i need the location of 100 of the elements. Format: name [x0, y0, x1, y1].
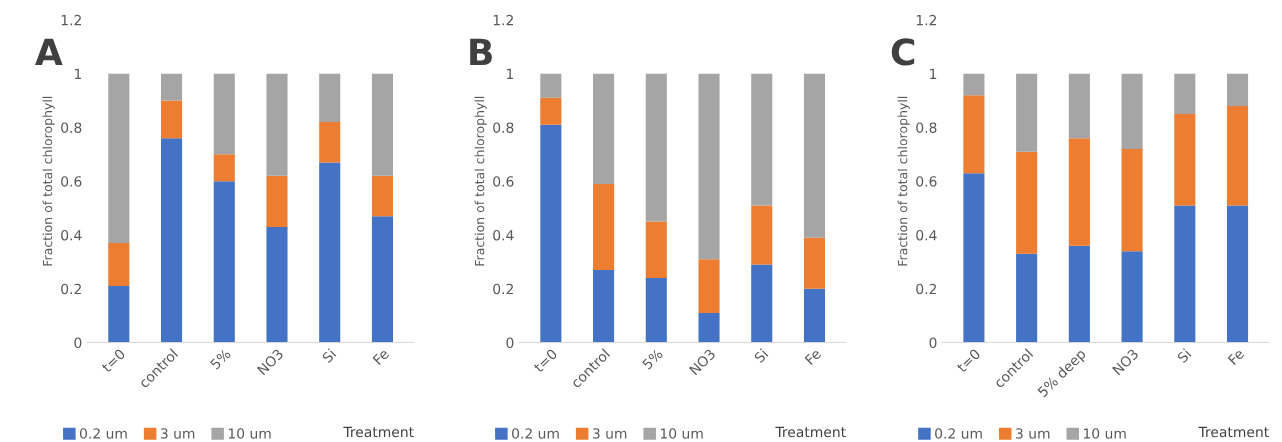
x-axis-title: Treatment — [775, 426, 846, 438]
y-tick-label: 0.2 — [61, 283, 81, 295]
legend-label: 3 um — [592, 428, 627, 439]
bar — [540, 124, 562, 343]
legend-label: 10 um — [228, 428, 271, 439]
y-tick-label: 1.2 — [916, 14, 937, 26]
x-axis-title: Treatment — [1198, 426, 1269, 438]
x-tick-label: Fe — [372, 348, 390, 366]
bar — [540, 73, 562, 98]
bar — [266, 175, 288, 227]
bar — [160, 73, 183, 101]
bar — [1121, 148, 1143, 252]
x-tick-label: t=0 — [956, 348, 981, 374]
bar — [698, 312, 720, 343]
bar — [645, 73, 667, 222]
y-tick-label: 0.8 — [493, 122, 514, 133]
bar — [1121, 73, 1143, 149]
y-tick-label: 0.4 — [493, 229, 514, 241]
legend-label: 0.2 um — [512, 428, 559, 439]
bar — [266, 226, 288, 343]
bar — [593, 269, 615, 343]
bar — [1227, 205, 1249, 343]
bar — [371, 216, 393, 343]
y-tick-label: 1 — [75, 68, 82, 79]
bar — [803, 288, 826, 343]
bar — [963, 95, 985, 174]
bar — [213, 154, 235, 182]
bar — [540, 97, 562, 125]
y-tick-label: 0.6 — [61, 176, 82, 187]
y-tick-label: 1 — [930, 68, 937, 79]
bar — [1016, 73, 1038, 152]
bar — [108, 73, 130, 244]
bar — [593, 73, 615, 184]
y-tick-label: 0 — [74, 337, 82, 349]
bar — [1016, 151, 1038, 254]
y-tick-label: 0.6 — [493, 176, 514, 187]
y-tick-label: 1.2 — [493, 14, 513, 26]
y-tick-label: 0.2 — [493, 283, 513, 295]
bar — [160, 100, 183, 139]
bar — [319, 162, 341, 343]
bar — [1174, 114, 1196, 206]
bar — [963, 173, 985, 343]
chart-title: B — [470, 38, 492, 66]
y-tick-label: 0 — [506, 337, 514, 349]
bar — [1227, 105, 1249, 206]
y-tick-label: 0.8 — [916, 122, 937, 133]
bar — [751, 205, 773, 265]
bar — [803, 237, 826, 289]
bar — [213, 73, 235, 155]
bar — [266, 73, 288, 176]
x-tick-label: Fe — [804, 348, 822, 366]
y-tick-label: 1 — [507, 68, 514, 79]
y-tick-label: 0.6 — [916, 176, 937, 187]
bar — [645, 221, 667, 279]
x-tick-label: Si — [1176, 348, 1192, 364]
x-axis-title: Treatment — [343, 426, 414, 438]
x-tick-label: Fe — [1227, 348, 1245, 366]
bar — [1121, 251, 1143, 343]
y-axis-title: Fraction of total chlorophyll — [42, 96, 55, 266]
x-tick-label: t=0 — [100, 348, 126, 374]
bar — [698, 73, 720, 260]
y-tick-label: 1.2 — [61, 14, 81, 26]
legend-label: 10 um — [660, 428, 703, 439]
legend-label: 0.2 um — [935, 428, 982, 439]
x-tick-label: 5% — [209, 348, 232, 370]
bar — [1227, 73, 1249, 106]
bar — [319, 73, 341, 123]
bar — [371, 73, 393, 176]
bar — [1016, 253, 1038, 343]
bar — [1068, 245, 1090, 343]
x-tick-label: Si — [321, 348, 337, 364]
legend-label: 3 um — [1016, 428, 1050, 439]
x-tick-label: t=0 — [532, 348, 558, 374]
x-tick-label: Si — [753, 348, 769, 364]
bar — [1068, 138, 1090, 246]
y-tick-label: 0.4 — [61, 229, 82, 241]
bar — [698, 259, 720, 313]
bar — [751, 264, 773, 343]
y-axis-title: Fraction of total chlorophyll — [897, 96, 910, 266]
y-tick-label: 0.4 — [916, 229, 937, 241]
bar — [213, 181, 235, 343]
bar — [803, 73, 826, 238]
bar — [645, 278, 667, 343]
bar — [108, 286, 130, 343]
bar — [160, 138, 183, 343]
bar — [319, 122, 341, 163]
bar — [1174, 205, 1196, 343]
bar — [108, 243, 130, 287]
chart-title: A — [35, 38, 63, 66]
bar — [963, 73, 985, 96]
bar — [371, 175, 393, 217]
y-tick-label: 0.8 — [61, 122, 82, 133]
legend-label: 0.2 um — [79, 428, 127, 439]
y-axis-title: Fraction of total chlorophyll — [474, 96, 487, 266]
legend-label: 10 um — [1084, 428, 1126, 439]
y-tick-label: 0.2 — [916, 283, 937, 295]
bar — [1068, 73, 1090, 139]
bar — [593, 183, 615, 270]
bar — [1174, 73, 1196, 114]
bar — [751, 73, 773, 206]
